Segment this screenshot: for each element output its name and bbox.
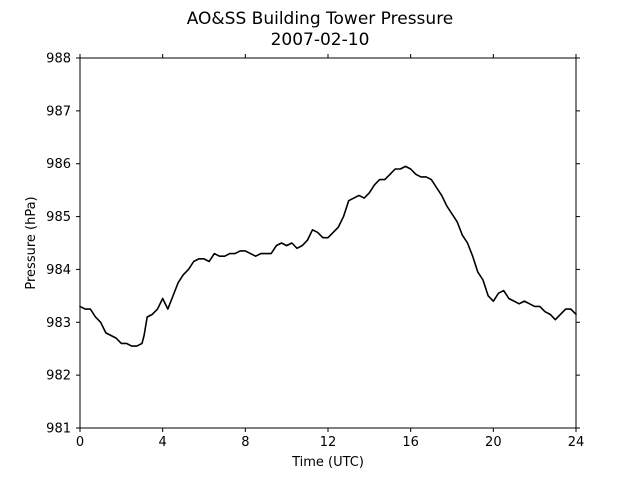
chart-title: AO&SS Building Tower Pressure — [187, 9, 454, 29]
x-tick-label: 4 — [159, 435, 167, 450]
y-tick-label: 981 — [46, 422, 71, 437]
y-axis-ticks: 981 982 983 984 985 986 987 988 — [46, 52, 580, 437]
x-tick-label: 20 — [485, 435, 502, 450]
y-tick-label: 984 — [46, 263, 71, 278]
pressure-series-line — [79, 165, 577, 347]
x-tick-label: 24 — [568, 435, 585, 450]
x-tick-label: 16 — [402, 435, 419, 450]
x-tick-label: 12 — [320, 435, 337, 450]
y-tick-label: 988 — [46, 52, 71, 67]
x-axis-label: Time (UTC) — [291, 455, 364, 470]
y-tick-label: 982 — [46, 369, 71, 384]
x-axis-ticks: 0 4 8 12 16 20 24 — [76, 54, 584, 450]
x-tick-label: 8 — [241, 435, 249, 450]
y-tick-label: 987 — [46, 104, 71, 119]
y-tick-label: 986 — [46, 157, 71, 172]
y-tick-label: 985 — [46, 210, 71, 225]
x-tick-label: 0 — [76, 435, 84, 450]
y-tick-label: 983 — [46, 316, 71, 331]
plot-frame — [79, 57, 577, 429]
chart-subtitle: 2007-02-10 — [271, 30, 370, 50]
y-axis-label: Pressure (hPa) — [24, 196, 39, 289]
